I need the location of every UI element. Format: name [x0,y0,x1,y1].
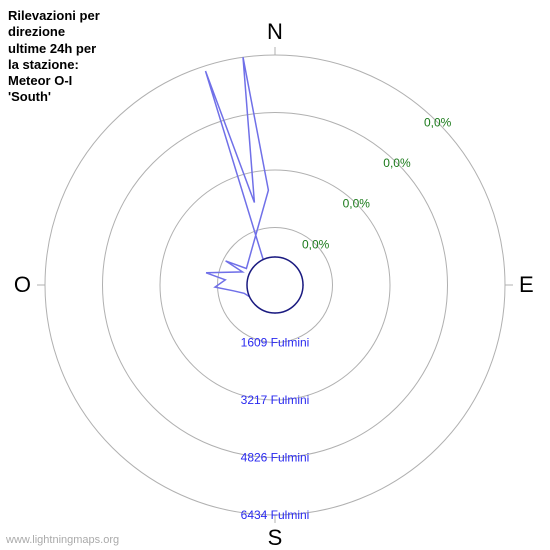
ring-pct-label: 0,0% [302,237,330,251]
ring-value-label: 4826 Fulmini [241,451,310,465]
ring-value-label: 6434 Fulmini [241,508,310,522]
dir-label-e: E [519,272,534,297]
ring-pct-label: 0,0% [424,115,452,129]
ring-pct-label: 0,0% [383,156,411,170]
dir-label-n: N [267,19,283,44]
dir-label-s: S [268,525,283,550]
center-hole [247,257,303,313]
footer-link: www.lightningmaps.org [6,534,119,546]
dir-label-w: O [14,272,31,297]
polar-chart-svg: N E S O 0,0% 0,0% 0,0% 0,0% 1609 Fulmini 321… [0,0,550,550]
ring-value-label: 3217 Fulmini [241,393,310,407]
ring-pct-label: 0,0% [343,197,371,211]
ring-value-label: 1609 Fulmini [241,336,310,350]
